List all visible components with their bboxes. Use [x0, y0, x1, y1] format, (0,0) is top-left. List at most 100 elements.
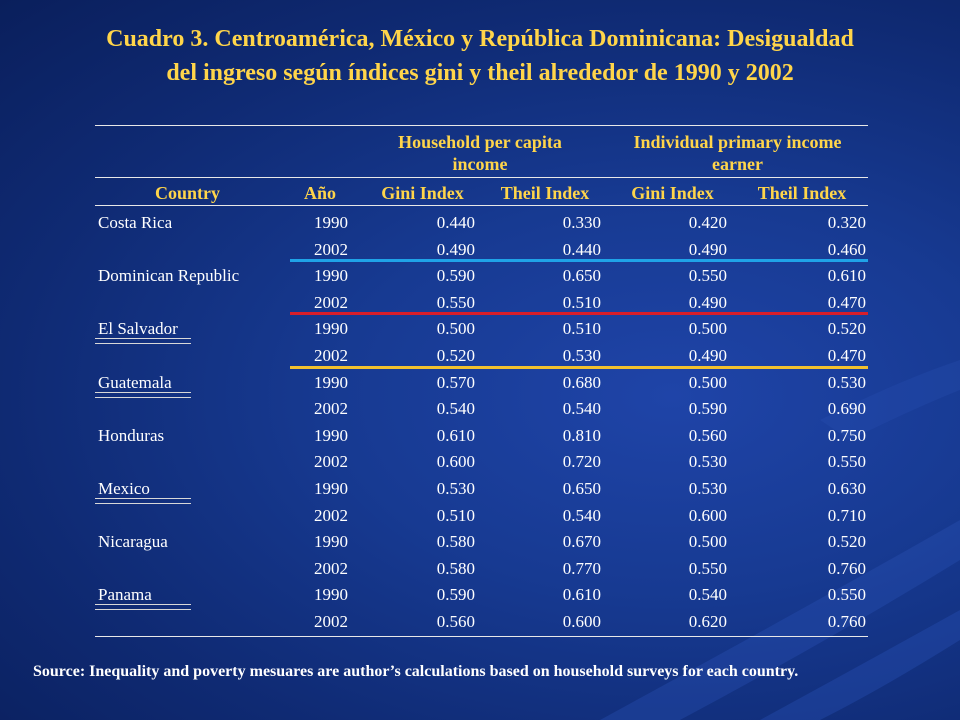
cell-year: 2002: [314, 558, 348, 578]
cell-country: El Salvador: [98, 319, 178, 339]
cell-year: 1990: [314, 425, 348, 445]
group-header-household: Household per capita income: [398, 132, 562, 174]
cell-hh-theil: 0.720: [562, 452, 601, 472]
cell-country: Honduras: [98, 425, 165, 445]
cell-hh-gini: 0.610: [436, 425, 475, 445]
cell-hh-theil: 0.600: [562, 612, 601, 631]
cell-hh-theil: 0.670: [562, 532, 601, 552]
cell-year: 1990: [314, 266, 348, 286]
table-row: 2002 0.580 0.770 0.550 0.760: [95, 556, 868, 582]
cell-year: 2002: [314, 239, 348, 259]
source-note: Source: Inequality and poverty mesuares …: [33, 663, 799, 680]
cell-country: Costa Rica: [98, 213, 173, 232]
cell-year: 1990: [314, 319, 348, 339]
cell-ind-gini: 0.490: [688, 292, 727, 312]
cell-ind-gini: 0.540: [688, 585, 727, 605]
cell-year: 1990: [314, 532, 348, 552]
header-rule-2: [95, 205, 868, 206]
cell-year: 2002: [314, 452, 348, 472]
cell-hh-theil: 0.810: [562, 425, 601, 445]
cell-ind-gini: 0.490: [688, 346, 727, 365]
table-row: Honduras 1990 0.610 0.810 0.560 0.750: [95, 423, 868, 449]
country-double-underline: [95, 338, 191, 345]
cell-year: 1990: [314, 372, 348, 392]
col-header-ind-gini: Gini Index: [631, 183, 714, 203]
group-header-individual: Individual primary income earner: [633, 132, 842, 174]
cell-hh-gini: 0.600: [436, 452, 475, 472]
table-bottom-rule: [95, 636, 868, 637]
cell-ind-gini: 0.500: [688, 372, 727, 392]
cell-hh-gini: 0.550: [436, 292, 475, 312]
cell-hh-gini: 0.590: [436, 266, 475, 286]
cell-ind-gini: 0.550: [688, 558, 727, 578]
cell-hh-theil: 0.540: [562, 505, 601, 525]
cell-ind-gini: 0.500: [688, 319, 727, 339]
cell-ind-theil: 0.690: [827, 399, 866, 419]
table-row: El Salvador 1990 0.500 0.510 0.500 0.520: [95, 316, 868, 345]
col-header-hh-gini: Gini Index: [381, 183, 464, 203]
cell-ind-gini: 0.490: [688, 239, 727, 259]
cell-country: Guatemala: [98, 372, 172, 392]
table-row: Dominican Republic 1990 0.590 0.650 0.550 0.6…: [95, 263, 868, 289]
cell-hh-theil: 0.440: [562, 239, 601, 259]
cell-hh-gini: 0.490: [436, 239, 475, 259]
cell-ind-theil: 0.460: [827, 239, 866, 259]
cell-hh-theil: 0.540: [562, 399, 601, 419]
cell-year: 1990: [314, 585, 348, 605]
cell-hh-theil: 0.650: [562, 266, 601, 286]
cell-hh-gini: 0.580: [436, 532, 475, 552]
table-row: 2002 0.550 0.510 0.490 0.470: [95, 290, 868, 316]
cell-hh-theil: 0.510: [562, 319, 601, 339]
cell-country: Panama: [98, 585, 152, 605]
cell-ind-gini: 0.530: [688, 479, 727, 498]
cell-ind-gini: 0.500: [688, 532, 727, 552]
cell-hh-gini: 0.530: [436, 479, 475, 498]
cell-hh-theil: 0.650: [562, 479, 601, 498]
header-rule-1: [95, 177, 868, 178]
col-header-ind-theil: Theil Index: [757, 183, 847, 203]
table-row: 2002 0.510 0.540 0.600 0.710: [95, 503, 868, 529]
colored-separator-line: [290, 259, 868, 263]
country-double-underline: [95, 498, 191, 504]
cell-ind-theil: 0.520: [827, 319, 866, 339]
cell-year: 2002: [314, 505, 348, 525]
table-top-rule: [95, 125, 868, 126]
cell-ind-gini: 0.620: [688, 612, 727, 631]
table-row: 2002 0.490 0.440 0.490 0.460: [95, 237, 868, 263]
table-row: Mexico 1990 0.530 0.650 0.530 0.630: [95, 476, 868, 504]
cell-hh-gini: 0.440: [436, 213, 475, 232]
cell-ind-gini: 0.420: [688, 213, 727, 232]
cell-hh-gini: 0.500: [436, 319, 475, 339]
cell-ind-theil: 0.550: [827, 452, 866, 472]
title-line-1: Cuadro 3. Centroamérica, México y Repúbl…: [106, 26, 854, 52]
cell-hh-theil: 0.330: [562, 213, 601, 232]
cell-country: Nicaragua: [98, 532, 168, 552]
country-double-underline: [95, 604, 191, 611]
cell-year: 2002: [314, 346, 348, 365]
cell-ind-theil: 0.610: [827, 266, 866, 286]
slide-title: Cuadro 3. Centroamérica, México y Repúbl…: [20, 22, 940, 90]
cell-hh-gini: 0.590: [436, 585, 475, 605]
cell-ind-theil: 0.320: [827, 213, 866, 232]
colored-separator-line: [290, 312, 868, 316]
cell-year: 2002: [314, 292, 348, 312]
table-row: Nicaragua 1990 0.580 0.670 0.500 0.520: [95, 529, 868, 555]
cell-ind-theil: 0.470: [827, 292, 866, 312]
cell-ind-theil: 0.520: [827, 532, 866, 552]
col-header-hh-theil: Theil Index: [500, 183, 590, 203]
cell-hh-gini: 0.580: [436, 558, 475, 578]
cell-hh-theil: 0.530: [562, 346, 601, 365]
cell-ind-gini: 0.560: [688, 425, 727, 445]
cell-ind-theil: 0.630: [827, 479, 866, 498]
table-row: 2002 0.520 0.530 0.490 0.470: [95, 343, 868, 369]
cell-hh-theil: 0.770: [562, 558, 601, 578]
table-row: Panama 1990 0.590 0.610 0.540 0.550: [95, 582, 868, 611]
col-header-country: Country: [154, 183, 220, 203]
cell-year: 1990: [314, 479, 348, 498]
cell-ind-gini: 0.530: [688, 452, 727, 472]
cell-year: 2002: [314, 399, 348, 419]
cell-ind-theil: 0.760: [827, 558, 866, 578]
cell-ind-theil: 0.710: [827, 505, 866, 525]
col-header-year: Año: [303, 183, 336, 203]
table-row: 2002 0.540 0.540 0.590 0.690: [95, 396, 868, 422]
